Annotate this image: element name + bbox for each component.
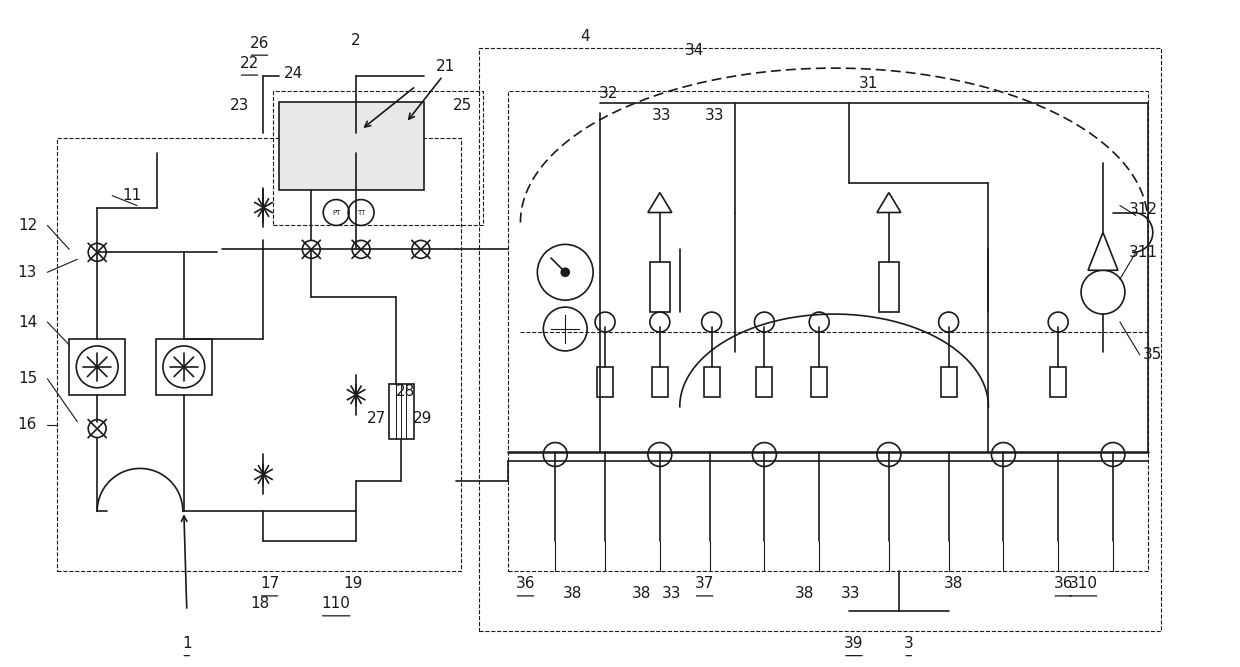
Bar [508, 91, 1148, 571]
Text: 34: 34 [684, 43, 704, 57]
Text: 27: 27 [366, 411, 386, 426]
Text: 33: 33 [662, 586, 682, 602]
Text: 38: 38 [632, 586, 651, 602]
Bar [879, 262, 899, 312]
Text: 31: 31 [859, 75, 879, 91]
Bar [1050, 367, 1066, 397]
Text: 25: 25 [453, 99, 472, 113]
Text: 15: 15 [17, 372, 37, 386]
Text: 33: 33 [704, 109, 724, 123]
Bar [811, 367, 827, 397]
Text: 38: 38 [944, 576, 963, 592]
Text: 35: 35 [1143, 348, 1162, 362]
Text: 29: 29 [413, 411, 433, 426]
Text: 33: 33 [652, 109, 672, 123]
Bar [652, 367, 668, 397]
Text: 11: 11 [123, 188, 141, 203]
Text: 12: 12 [17, 218, 37, 233]
Text: 22: 22 [239, 55, 259, 71]
Bar [756, 367, 773, 397]
Text: TT: TT [357, 209, 366, 215]
Bar [274, 91, 482, 225]
Bar [389, 384, 414, 439]
Text: 28: 28 [397, 384, 415, 400]
Bar [650, 262, 670, 312]
Text: 26: 26 [249, 36, 269, 51]
Text: 36: 36 [1054, 576, 1073, 592]
Circle shape [562, 268, 569, 276]
Text: 110: 110 [321, 596, 351, 612]
Text: 17: 17 [260, 576, 279, 592]
Text: 2: 2 [351, 33, 361, 48]
Text: PT: PT [332, 209, 340, 215]
Bar [941, 367, 956, 397]
Polygon shape [1087, 232, 1118, 270]
Bar [703, 367, 719, 397]
Text: 311: 311 [1128, 245, 1157, 260]
Text: 37: 37 [694, 576, 714, 592]
Text: 19: 19 [343, 576, 363, 592]
Text: 13: 13 [17, 265, 37, 279]
Bar [57, 138, 461, 571]
Text: 33: 33 [841, 586, 861, 602]
Text: 38: 38 [795, 586, 813, 602]
Text: 38: 38 [563, 586, 582, 602]
Text: 36: 36 [516, 576, 536, 592]
Text: 23: 23 [229, 99, 249, 113]
Text: 18: 18 [250, 596, 269, 612]
Text: 312: 312 [1128, 202, 1157, 217]
Bar [69, 339, 125, 395]
Polygon shape [877, 193, 900, 213]
Text: 4: 4 [580, 29, 590, 44]
Text: 39: 39 [844, 636, 864, 651]
Text: 16: 16 [17, 417, 37, 432]
Text: 21: 21 [436, 59, 455, 73]
Text: 310: 310 [1069, 576, 1097, 592]
Bar [279, 102, 424, 189]
Bar [156, 339, 212, 395]
Polygon shape [647, 193, 672, 213]
Text: 3: 3 [904, 636, 914, 651]
Bar [598, 367, 613, 397]
Bar [479, 48, 1161, 631]
Text: 1: 1 [182, 636, 192, 651]
Text: 24: 24 [284, 65, 303, 81]
Text: 14: 14 [17, 315, 37, 329]
Text: 32: 32 [599, 85, 618, 101]
